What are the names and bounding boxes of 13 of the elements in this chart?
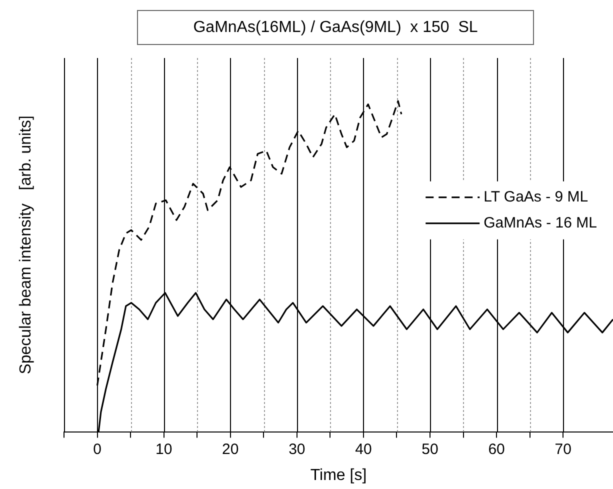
x-tick-label: 60 [488, 440, 505, 458]
y-axis-title: Specular beam intensity [arb. units] [17, 116, 34, 374]
x-tick-label: 50 [422, 440, 438, 458]
x-tick-label: 20 [222, 440, 239, 458]
x-axis-title: Time [s] [310, 466, 367, 484]
chart-title: GaMnAs(16ML) / GaAs(9ML) x 150 SL [137, 10, 534, 45]
x-tick-label: 40 [355, 440, 372, 458]
legend-label: LT GaAs - 9 ML [484, 188, 588, 206]
x-tick-label: 30 [288, 440, 306, 458]
x-tick-label: 0 [93, 440, 102, 458]
x-tick-label: 10 [155, 440, 172, 458]
x-tick-label: 70 [554, 440, 572, 458]
legend-label: GaMnAs - 16 ML [484, 214, 598, 232]
